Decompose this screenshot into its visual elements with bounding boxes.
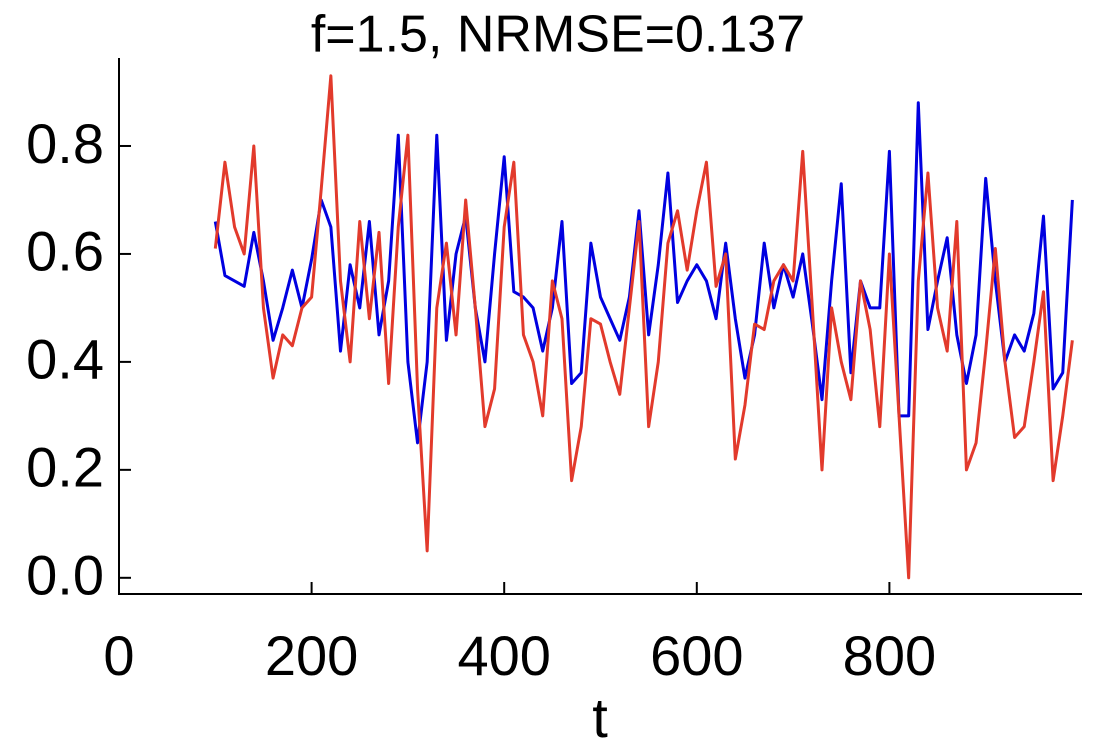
y-tick-label: 0.4 bbox=[26, 328, 104, 391]
y-tick-label: 0.0 bbox=[26, 544, 104, 607]
y-tick-label: 0.6 bbox=[26, 220, 104, 283]
series-line bbox=[213, 74, 1074, 580]
x-tick-label: 800 bbox=[843, 624, 936, 687]
x-tick-label: 600 bbox=[650, 624, 743, 687]
y-tick-label: 0.8 bbox=[26, 112, 104, 175]
x-axis-label: t bbox=[592, 686, 608, 749]
y-tick-label: 0.2 bbox=[26, 436, 104, 499]
x-tick-label: 0 bbox=[103, 624, 134, 687]
x-tick-label: 200 bbox=[265, 624, 358, 687]
series-line bbox=[213, 101, 1074, 445]
chart-title: f=1.5, NRMSE=0.137 bbox=[311, 6, 805, 64]
x-tick-label: 400 bbox=[457, 624, 550, 687]
